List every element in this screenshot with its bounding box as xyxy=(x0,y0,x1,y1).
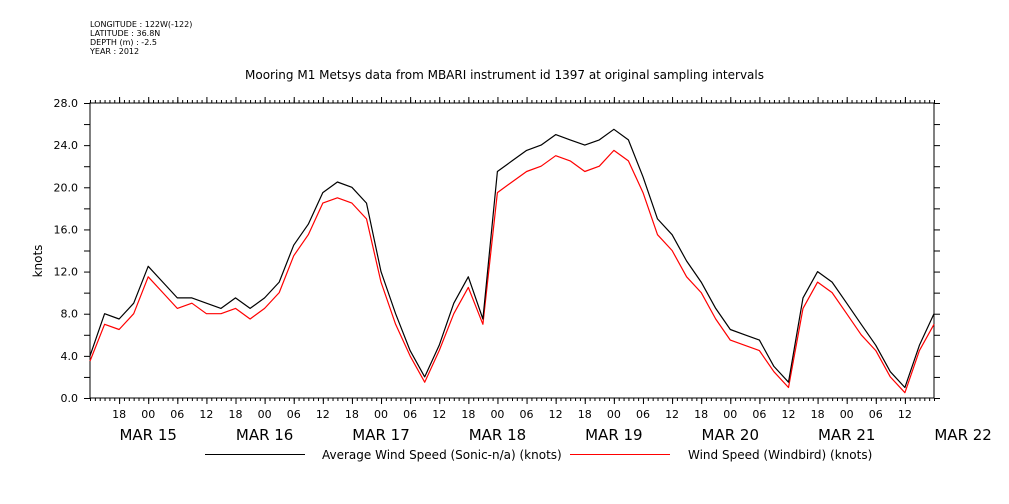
x-tick-label: 06 xyxy=(287,408,301,421)
axes-group: 18 00 06 12 18 00 06 12 18 00 06 12 18 00 06 12 18 00 06 12… xyxy=(54,97,992,444)
x-day-label: MAR 21 xyxy=(818,426,875,444)
x-tick-label: 18 xyxy=(811,408,825,421)
y-tick-label: 12.0 xyxy=(54,266,79,279)
x-tick-label: 06 xyxy=(520,408,534,421)
x-tick-label: 12 xyxy=(316,408,330,421)
x-tick-label: 18 xyxy=(112,408,126,421)
x-tick-label: 00 xyxy=(723,408,737,421)
x-day-label: MAR 17 xyxy=(352,426,409,444)
x-tick-label: 18 xyxy=(694,408,708,421)
x-tick-label: 12 xyxy=(781,408,795,421)
x-tick-label: 12 xyxy=(432,408,446,421)
y-tick-label: 0.0 xyxy=(61,392,79,405)
x-day-label: MAR 22 xyxy=(934,426,991,444)
x-day-label: MAR 16 xyxy=(236,426,293,444)
y-tick-label: 28.0 xyxy=(54,97,79,110)
plot-frame xyxy=(89,102,935,399)
x-tick-label: 06 xyxy=(403,408,417,421)
latitude-label: LATITUDE : 36.8N xyxy=(90,29,161,38)
y-axis-label: knots xyxy=(31,245,45,278)
metadata-block: LONGITUDE : 122W(-122) LATITUDE : 36.8N … xyxy=(90,20,192,56)
legend-label-sonic: Average Wind Speed (Sonic-n/a) (knots) xyxy=(322,448,562,462)
x-tick-label: 18 xyxy=(578,408,592,421)
x-tick-label: 00 xyxy=(374,408,388,421)
year-label: YEAR : 2012 xyxy=(90,47,140,56)
x-tick-label: 06 xyxy=(869,408,883,421)
x-day-label: MAR 18 xyxy=(469,426,526,444)
y-tick-label: 4.0 xyxy=(61,350,79,363)
x-tick-label: 12 xyxy=(199,408,213,421)
x-day-label: MAR 20 xyxy=(702,426,759,444)
x-tick-label: 00 xyxy=(490,408,504,421)
x-day-label: MAR 19 xyxy=(585,426,642,444)
series-line-windbird xyxy=(89,149,935,394)
x-tick-label: 12 xyxy=(549,408,563,421)
x-tick-label: 00 xyxy=(607,408,621,421)
y-tick-label: 24.0 xyxy=(54,139,79,152)
x-tick-label: 18 xyxy=(461,408,475,421)
longitude-label: LONGITUDE : 122W(-122) xyxy=(90,20,193,29)
series-line-sonic xyxy=(89,128,935,389)
x-tick-label: 18 xyxy=(229,408,243,421)
x-tick-label: 06 xyxy=(636,408,650,421)
x-tick-label: 00 xyxy=(141,408,155,421)
y-tick-label: 20.0 xyxy=(54,181,79,194)
x-day-label: MAR 15 xyxy=(119,426,176,444)
x-tick-label: 12 xyxy=(665,408,679,421)
x-tick-label: 06 xyxy=(170,408,184,421)
legend-label-windbird: Wind Speed (Windbird) (knots) xyxy=(688,448,872,462)
x-tick-label: 12 xyxy=(898,408,912,421)
x-tick-label: 06 xyxy=(752,408,766,421)
depth-label: DEPTH (m) : -2.5 xyxy=(90,38,157,47)
legend: Average Wind Speed (Sonic-n/a) (knots) Wi… xyxy=(205,448,872,462)
x-tick-label: 00 xyxy=(258,408,272,421)
series-layer xyxy=(89,128,935,394)
y-tick-label: 8.0 xyxy=(61,308,79,321)
chart-title: Mooring M1 Metsys data from MBARI instru… xyxy=(245,68,764,82)
x-tick-label: 18 xyxy=(345,408,359,421)
y-tick-label: 16.0 xyxy=(54,223,79,236)
x-tick-label: 00 xyxy=(840,408,854,421)
